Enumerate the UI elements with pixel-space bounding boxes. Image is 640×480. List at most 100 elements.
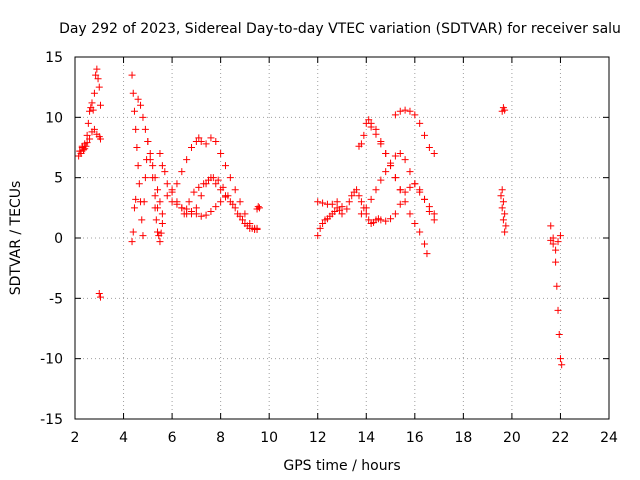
data-point bbox=[86, 135, 94, 143]
data-point bbox=[229, 200, 237, 208]
data-point bbox=[158, 162, 166, 170]
data-point bbox=[146, 156, 154, 164]
y-tick-label: -5 bbox=[49, 291, 63, 307]
data-point bbox=[83, 131, 91, 139]
data-point bbox=[387, 215, 395, 223]
data-point bbox=[130, 204, 138, 212]
data-point bbox=[141, 174, 149, 182]
data-point bbox=[254, 203, 262, 211]
data-point bbox=[200, 180, 208, 188]
data-point bbox=[188, 207, 196, 215]
data-point bbox=[498, 204, 506, 212]
data-point bbox=[547, 236, 555, 244]
data-point bbox=[499, 216, 507, 224]
data-point bbox=[255, 204, 263, 212]
data-point bbox=[95, 290, 103, 298]
data-point bbox=[92, 71, 100, 79]
data-point bbox=[219, 183, 227, 191]
axis-ticks bbox=[74, 56, 610, 420]
data-point bbox=[372, 130, 380, 138]
data-point bbox=[338, 210, 346, 218]
data-point bbox=[238, 216, 246, 224]
data-point bbox=[377, 140, 385, 148]
data-point bbox=[154, 186, 162, 194]
data-point bbox=[411, 220, 419, 228]
data-point bbox=[365, 116, 373, 124]
data-point bbox=[416, 186, 424, 194]
data-point bbox=[406, 210, 414, 218]
data-point bbox=[253, 226, 261, 234]
data-point bbox=[387, 162, 395, 170]
data-point bbox=[328, 200, 336, 208]
data-point bbox=[132, 125, 140, 133]
data-point bbox=[554, 238, 562, 246]
data-point bbox=[183, 205, 191, 213]
data-point bbox=[90, 89, 98, 97]
data-point bbox=[314, 198, 322, 206]
data-point bbox=[556, 232, 564, 240]
data-point bbox=[421, 131, 429, 139]
data-point bbox=[391, 152, 399, 160]
data-point bbox=[212, 137, 220, 145]
x-axis-title: GPS time / hours bbox=[283, 458, 400, 474]
y-axis-title: SDTVAR / TECUs bbox=[8, 181, 24, 296]
data-point bbox=[411, 111, 419, 119]
data-point bbox=[146, 150, 154, 158]
data-point bbox=[430, 210, 438, 218]
data-point bbox=[411, 180, 419, 188]
data-point bbox=[221, 162, 229, 170]
data-point bbox=[401, 198, 409, 206]
data-point bbox=[355, 192, 363, 200]
data-point bbox=[140, 198, 148, 206]
data-point bbox=[209, 174, 217, 182]
data-point bbox=[128, 238, 136, 246]
data-point bbox=[95, 83, 103, 91]
data-point bbox=[163, 180, 171, 188]
x-tick-label: 6 bbox=[168, 430, 177, 446]
x-tick-label: 12 bbox=[309, 430, 327, 446]
data-point bbox=[377, 216, 385, 224]
data-point bbox=[156, 198, 164, 206]
data-point bbox=[130, 107, 138, 115]
data-point bbox=[367, 123, 375, 131]
series-arc-23 bbox=[547, 232, 564, 254]
data-point bbox=[406, 168, 414, 176]
data-point bbox=[141, 125, 149, 133]
data-point bbox=[197, 137, 205, 145]
data-point bbox=[81, 145, 89, 153]
x-tick-label: 10 bbox=[260, 430, 278, 446]
data-point bbox=[132, 195, 140, 203]
series-arc-13 bbox=[314, 204, 346, 240]
data-point bbox=[151, 204, 159, 212]
data-point bbox=[129, 89, 137, 97]
data-point bbox=[382, 150, 390, 158]
data-point bbox=[207, 134, 215, 142]
data-point bbox=[226, 174, 234, 182]
data-point bbox=[93, 65, 101, 73]
series-arc-7 bbox=[151, 204, 166, 246]
data-point bbox=[401, 188, 409, 196]
data-point bbox=[401, 106, 409, 114]
data-point bbox=[158, 220, 166, 228]
data-point bbox=[96, 293, 104, 301]
data-point bbox=[345, 198, 353, 206]
y-tick-label: 15 bbox=[45, 50, 63, 66]
data-point bbox=[96, 101, 104, 109]
data-point bbox=[134, 95, 142, 103]
data-point bbox=[406, 107, 414, 115]
data-point bbox=[423, 250, 431, 258]
data-point bbox=[357, 210, 365, 218]
data-point bbox=[421, 195, 429, 203]
data-point bbox=[168, 198, 176, 206]
data-point bbox=[144, 137, 152, 145]
data-point bbox=[319, 220, 327, 228]
data-point bbox=[152, 216, 160, 224]
data-point bbox=[558, 361, 566, 369]
data-point bbox=[192, 204, 200, 212]
series-arc-12 bbox=[253, 203, 263, 213]
series-arc-10 bbox=[163, 192, 229, 220]
data-point bbox=[396, 186, 404, 194]
data-point bbox=[188, 144, 196, 151]
data-point bbox=[76, 147, 84, 155]
